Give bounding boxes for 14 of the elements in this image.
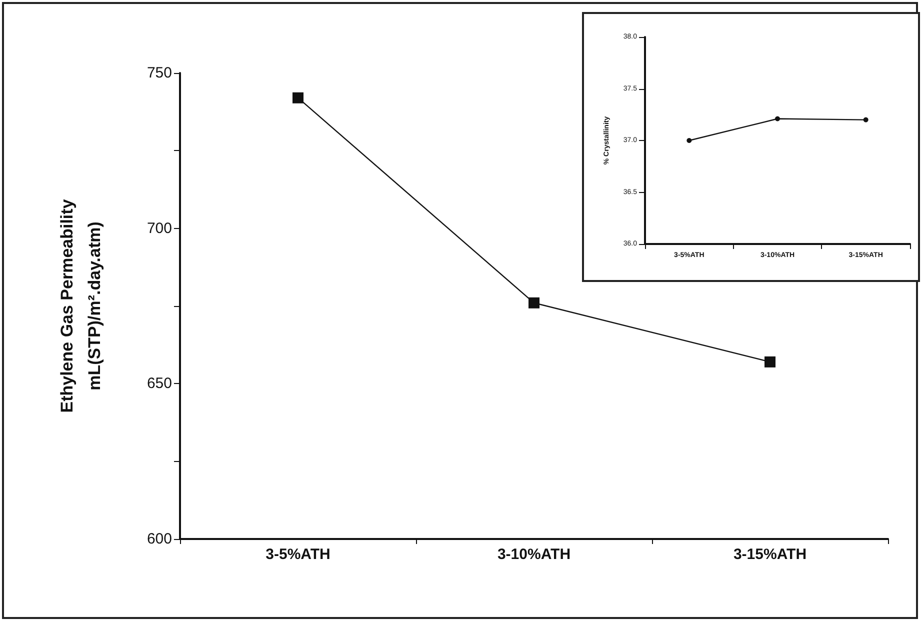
y-tick-label: 650	[146, 375, 172, 392]
point	[863, 117, 868, 122]
y-tick-label: 600	[146, 530, 172, 548]
y-tick-label: 700	[146, 220, 172, 237]
point	[686, 138, 692, 143]
point	[292, 92, 304, 104]
y-axis-title: Ethylene Gas Permeability mL(STP)/m².day.atm)	[58, 198, 104, 413]
x-tick-label: 3-5%ATH	[266, 546, 330, 563]
x-tick-label: 3-10%ATH	[497, 546, 571, 563]
y-tick-label: 750	[146, 64, 172, 82]
point	[528, 297, 540, 308]
x-tick-label: 3-15%ATH	[733, 546, 807, 563]
point	[775, 116, 780, 122]
point	[764, 356, 776, 368]
